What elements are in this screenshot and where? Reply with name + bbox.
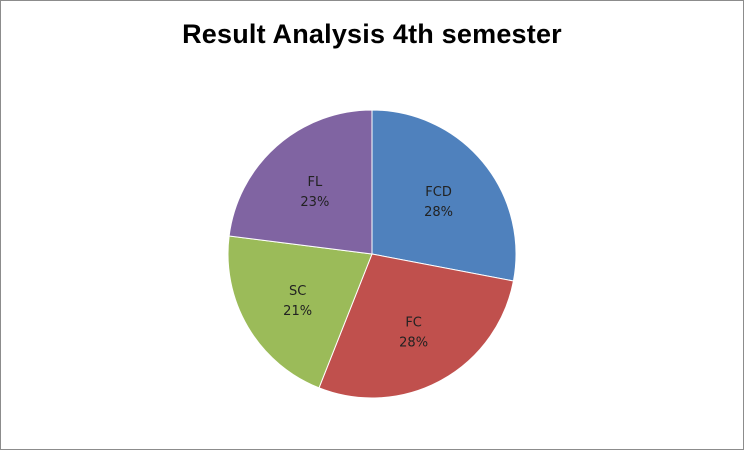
slice-percent-label: 23% bbox=[300, 195, 329, 210]
pie-slice-fc bbox=[318, 253, 515, 399]
slice-percent-label: 28% bbox=[424, 205, 453, 220]
pie-slice-fl bbox=[228, 109, 373, 255]
slice-percent-label: 28% bbox=[399, 336, 428, 351]
chart-title: Result Analysis 4th semester bbox=[182, 19, 562, 49]
slice-category-label: FC bbox=[405, 316, 422, 331]
pie-slice-fcd bbox=[371, 109, 517, 282]
pie-slice-sc bbox=[227, 235, 373, 389]
slice-percent-label: 21% bbox=[283, 304, 312, 319]
slice-category-label: SC bbox=[289, 284, 306, 299]
slice-category-label: FL bbox=[307, 175, 322, 190]
slice-category-label: FCD bbox=[425, 185, 452, 200]
